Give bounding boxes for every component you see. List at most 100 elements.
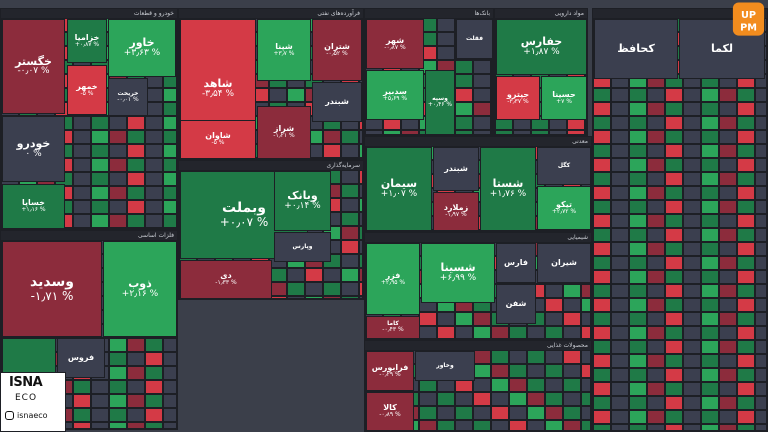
stock-tile[interactable]: تیکو +۲٫۷۲ %	[537, 186, 591, 230]
stock-tile[interactable]: خساپا +۱٫۱۶ %	[2, 184, 65, 229]
stock-tile[interactable]: فروس	[57, 338, 105, 378]
stock-tile[interactable]: شهر -۰٫۸۷ %	[366, 19, 424, 69]
stock-tile[interactable]: زملارد -۱٫۹۷ %	[433, 192, 479, 231]
minor-tile	[665, 228, 683, 242]
minor-tile	[73, 172, 91, 186]
stock-tile[interactable]: حفارس +۱٫۸۷ %	[496, 19, 587, 75]
stock-change: -۱٫۷۱ %	[30, 288, 74, 303]
minor-tile	[491, 102, 493, 116]
stock-tile[interactable]: شبندر	[312, 82, 362, 122]
minor-tile	[665, 88, 683, 102]
stock-tile[interactable]: خگستر -۰٫۰۷ %	[2, 19, 65, 114]
minor-tile	[581, 378, 591, 392]
minor-tile	[755, 326, 767, 340]
stock-symbol: خمهر	[76, 81, 98, 91]
stock-tile[interactable]: فزر +۲٫۹۵ %	[366, 243, 420, 315]
minor-tile	[341, 144, 359, 158]
minor-tile	[549, 130, 567, 135]
minor-tile	[593, 88, 611, 102]
sector-title: خودرو و قطعات	[1, 9, 177, 18]
minor-tile	[145, 352, 163, 366]
minor-tile	[145, 144, 163, 158]
minor-tile	[581, 284, 591, 298]
minor-tile	[581, 298, 591, 312]
minor-tile	[665, 340, 683, 354]
stock-change: -۱٫۲۱ %	[273, 132, 295, 140]
stock-tile[interactable]: حپترو -۳٫۳۷ %	[496, 76, 540, 120]
stock-change: -۰٫۰۱ %	[117, 95, 139, 103]
stock-tile[interactable]: شتران -۰٫۵۲ %	[312, 19, 362, 81]
stock-tile[interactable]: شبندر	[433, 147, 479, 191]
stock-symbol: ذوب	[128, 277, 152, 291]
minor-tile	[163, 422, 177, 429]
stock-tile[interactable]: وپارس	[274, 232, 331, 262]
minor-tile	[341, 254, 359, 268]
minor-tile	[527, 392, 545, 406]
stock-symbol: شیران	[551, 257, 577, 267]
stock-tile[interactable]: کالا -۰٫۸۹ %	[366, 392, 414, 431]
minor-tile	[593, 186, 611, 200]
stock-tile[interactable]: وخاور	[415, 351, 475, 381]
stock-tile[interactable]: سیمان +۱٫۰۷ %	[366, 147, 432, 231]
stock-tile[interactable]: سدبیر +۵٫۶۹ %	[366, 70, 424, 120]
stock-symbol: کحافظ	[617, 42, 655, 56]
minor-tile	[665, 410, 683, 424]
minor-tile	[109, 422, 127, 429]
minor-tile	[611, 242, 629, 256]
minor-tile	[719, 354, 737, 368]
minor-tile	[593, 130, 611, 144]
stock-tile[interactable]: حسینا +۷ %	[541, 76, 587, 120]
stock-tile[interactable]: کحافظ	[594, 19, 678, 79]
stock-symbol: شاهد	[203, 77, 233, 91]
minor-tile	[647, 228, 665, 242]
stock-tile[interactable]: خمهر -۵ %	[67, 65, 107, 115]
minor-tile	[359, 226, 363, 240]
minor-tile	[581, 406, 591, 420]
stock-tile[interactable]: شفن	[496, 284, 536, 324]
stock-tile[interactable]: فرابورس -۰٫۲۹ %	[366, 351, 414, 391]
stock-tile[interactable]: شیران	[537, 243, 591, 283]
minor-tile	[323, 282, 341, 296]
minor-tile	[629, 396, 647, 410]
stock-tile[interactable]: کگل	[537, 147, 591, 185]
stock-tile[interactable]: شپنا +۳٫۷ %	[257, 19, 311, 81]
minor-tile	[629, 214, 647, 228]
minor-tile	[701, 172, 719, 186]
stock-tile[interactable]: وسپه +۰٫۴۶ %	[425, 70, 455, 135]
minor-tile	[455, 406, 473, 420]
stock-tile[interactable]: خریخت -۰٫۰۱ %	[108, 78, 148, 116]
stock-tile[interactable]: ذوب +۲٫۱۶ %	[103, 241, 177, 337]
stock-symbol: فقلت	[465, 34, 484, 42]
minor-tile	[683, 340, 701, 354]
minor-tile	[647, 396, 665, 410]
minor-tile	[737, 270, 755, 284]
minor-tile	[127, 130, 145, 144]
minor-tile	[611, 396, 629, 410]
stock-tile[interactable]: فقلت	[456, 19, 493, 59]
stock-tile[interactable]: کاما -۰٫۴۳ %	[366, 316, 420, 339]
stock-tile[interactable]: وسدید -۱٫۷۱ %	[2, 241, 102, 337]
stock-tile[interactable]: وبانک +۰٫۱۴ %	[274, 171, 331, 231]
minor-tile	[73, 408, 91, 422]
minor-tile	[109, 408, 127, 422]
minor-tile	[665, 298, 683, 312]
stock-tile[interactable]: شاوان -۵ %	[180, 120, 256, 159]
minor-tile	[109, 366, 127, 380]
stock-symbol: حفارس	[520, 35, 563, 49]
minor-tile	[647, 186, 665, 200]
stock-symbol: وسپه	[432, 95, 448, 103]
minor-tile	[127, 228, 145, 229]
stock-tile[interactable]: دی -۱٫۳۳ %	[180, 260, 272, 299]
stock-symbol: سدبیر	[383, 86, 407, 96]
minor-tile	[109, 380, 127, 394]
stock-tile[interactable]: خودرو ۰ %	[2, 116, 65, 182]
stock-tile[interactable]: شراز -۱٫۲۱ %	[257, 106, 311, 159]
stock-tile[interactable]: فارس	[496, 243, 536, 283]
minor-tile	[629, 158, 647, 172]
stock-tile[interactable]: شستا +۱٫۷۶ %	[480, 147, 536, 231]
stock-tile[interactable]: لکما	[679, 19, 765, 79]
stock-tile[interactable]: خاور +۳٫۶۳ %	[108, 19, 176, 77]
minor-tile	[701, 116, 719, 130]
stock-tile[interactable]: خزامیا +۰٫۸۷ %	[67, 19, 107, 63]
stock-tile[interactable]: شسینا +۶٫۹۹ %	[421, 243, 495, 303]
